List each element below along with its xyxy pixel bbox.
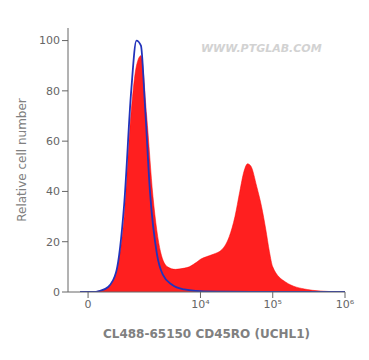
- svg-text:10⁵: 10⁵: [264, 298, 282, 311]
- svg-text:60: 60: [46, 135, 60, 148]
- svg-text:10⁶: 10⁶: [336, 298, 355, 311]
- html-text:WWW.PTGLAB.COM: WWW.PTGLAB.COM: [201, 42, 322, 55]
- svg-text:100: 100: [39, 34, 60, 47]
- svg-text:10⁴: 10⁴: [191, 298, 210, 311]
- svg-text:40: 40: [46, 185, 60, 198]
- svg-text:80: 80: [46, 85, 60, 98]
- svg-text:CL488-65150 CD45RO (UCHL1): CL488-65150 CD45RO (UCHL1): [103, 327, 310, 341]
- svg-text:Relative cell number: Relative cell number: [15, 98, 29, 222]
- svg-text:20: 20: [46, 236, 60, 249]
- svg-text:0: 0: [53, 286, 60, 299]
- svg-text:0: 0: [85, 298, 92, 311]
